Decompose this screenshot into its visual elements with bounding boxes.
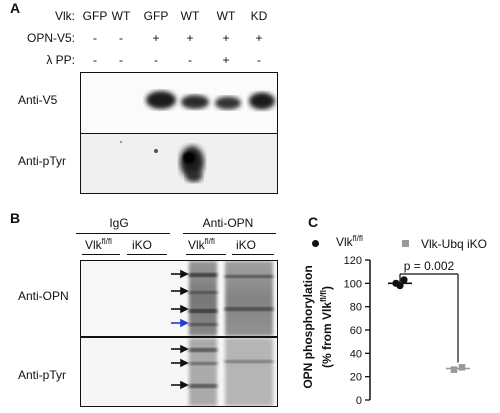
opn-phosphorylation-chart: 0 20 40 60 80 100 120 p = 0.002 bbox=[344, 255, 470, 405]
anti-v5-blot bbox=[80, 72, 278, 134]
blue-arrow-icon bbox=[171, 318, 189, 328]
lane4-pp: - bbox=[188, 53, 192, 67]
anti-opn-blot-b bbox=[80, 260, 278, 337]
anti-opn-iko-label: iKO bbox=[236, 238, 257, 252]
lane6-opn: + bbox=[255, 31, 263, 45]
anti-opn-vlk-line bbox=[186, 254, 226, 256]
panel-a-letter: A bbox=[10, 0, 21, 16]
pp-row-label: λ PP: bbox=[46, 53, 75, 67]
opn-row-label: OPN-V5: bbox=[26, 31, 75, 45]
anti-opn-vlk-sup: fl/fl bbox=[204, 237, 215, 246]
anti-opn-group-label: Anti-OPN bbox=[202, 216, 254, 230]
arrow-icon bbox=[171, 269, 189, 314]
anti-ptyr-bands-a bbox=[81, 134, 277, 193]
y-tick-label: 80 bbox=[350, 302, 362, 314]
anti-v5-bands bbox=[146, 91, 275, 110]
igg-vlk-sup: fl/fl bbox=[101, 237, 112, 246]
legend-series1-marker bbox=[312, 240, 319, 247]
legend-series2-marker bbox=[402, 240, 409, 247]
legend-series1-label: Vlkfl/fl bbox=[336, 234, 363, 249]
y-tick-label: 40 bbox=[350, 348, 362, 360]
anti-ptyr-blot-b bbox=[80, 337, 278, 407]
anti-ptyr-label-b: Anti-pTyr bbox=[18, 368, 67, 382]
y-tick-label: 60 bbox=[350, 325, 362, 337]
igg-group-line bbox=[76, 233, 170, 235]
lane3-vlk: GFP bbox=[143, 9, 169, 23]
legend-series2-label: Vlk-Ubq iKO bbox=[421, 237, 488, 251]
panel-c-letter: C bbox=[308, 214, 319, 230]
lane1-vlk: GFP bbox=[82, 9, 108, 23]
anti-opn-group-line bbox=[183, 233, 276, 235]
y-axis-label-line1: OPN phosphorylation bbox=[301, 265, 315, 389]
lane4-vlk: WT bbox=[180, 9, 200, 23]
lane6-pp: - bbox=[257, 53, 261, 67]
lane1-pp: - bbox=[93, 53, 97, 67]
anti-ptyr-label-a: Anti-pTyr bbox=[18, 154, 67, 168]
data-point-series2 bbox=[458, 364, 466, 371]
anti-opn-blot-label: Anti-OPN bbox=[18, 289, 69, 303]
igg-iko-line bbox=[127, 254, 167, 256]
y-tick-label: 100 bbox=[344, 278, 362, 290]
lane6-vlk: KD bbox=[250, 9, 268, 23]
lane2-opn: - bbox=[119, 31, 123, 45]
anti-opn-bands-b bbox=[171, 261, 273, 336]
anti-opn-vlk-label: Vlkfl/fl bbox=[188, 237, 215, 252]
y-tick-label: 120 bbox=[344, 255, 362, 267]
p-value-label: p = 0.002 bbox=[404, 259, 455, 273]
lane3-pp: - bbox=[154, 53, 158, 67]
igg-group-label: IgG bbox=[109, 216, 129, 230]
anti-v5-label: Anti-V5 bbox=[18, 93, 58, 107]
y-axis-label-line2: (% from Vlkfl/fl) bbox=[319, 286, 334, 369]
igg-vlk-label: Vlkfl/fl bbox=[85, 237, 112, 252]
lane4-opn: + bbox=[186, 31, 194, 45]
lane5-vlk: WT bbox=[216, 9, 236, 23]
data-point-series1 bbox=[400, 276, 408, 284]
vlk-row-label: Vlk: bbox=[54, 9, 75, 23]
legend-series1-sup: fl/fl bbox=[352, 234, 363, 243]
lane2-vlk: WT bbox=[111, 9, 131, 23]
data-point-series1 bbox=[396, 282, 404, 290]
panel-b-letter: B bbox=[10, 210, 21, 226]
anti-opn-iko-line bbox=[232, 254, 274, 256]
lane5-opn: + bbox=[222, 31, 230, 45]
lane3-opn: + bbox=[152, 31, 160, 45]
lane5-pp: + bbox=[222, 53, 230, 67]
igg-vlk-line bbox=[82, 254, 120, 256]
igg-iko-label: iKO bbox=[132, 238, 153, 252]
lane2-pp: - bbox=[119, 53, 123, 67]
y-tick-label: 20 bbox=[350, 372, 362, 384]
arrow-icon bbox=[171, 344, 189, 390]
data-point-series2 bbox=[450, 366, 458, 373]
anti-ptyr-blot-a bbox=[80, 133, 278, 194]
anti-ptyr-bands-b bbox=[171, 338, 273, 406]
lane1-opn: - bbox=[93, 31, 97, 45]
y-tick-label: 0 bbox=[356, 395, 362, 405]
